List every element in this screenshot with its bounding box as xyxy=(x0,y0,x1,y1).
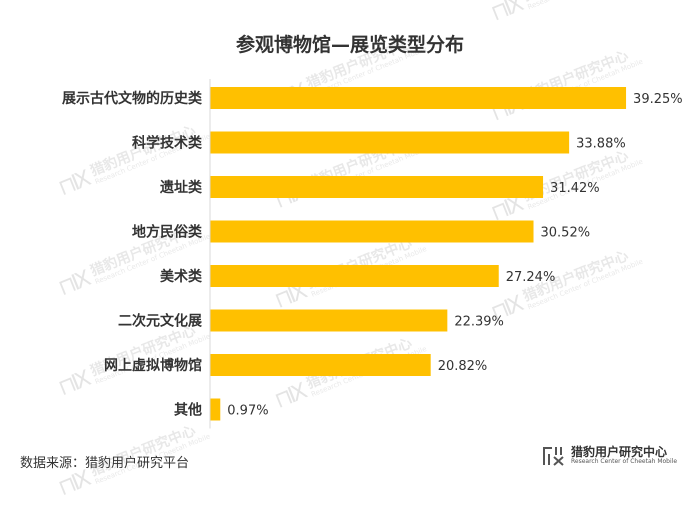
bar-chart: 展示古代文物的历史类 39.25% 科学技术类 33.88% 遗址类 31.42% 地方民俗… xyxy=(62,79,683,429)
brand-logo: 猎豹用户研究中心 Research Center of Cheetah Mobi… xyxy=(541,444,677,468)
bar xyxy=(210,309,448,332)
value-label: 27.24% xyxy=(506,270,556,285)
category-label: 科学技术类 xyxy=(132,135,203,152)
category-label: 其他 xyxy=(174,402,202,419)
bar xyxy=(210,220,534,243)
category-label: 美术类 xyxy=(160,268,203,285)
watermark-logo-icon: ⊓IX xyxy=(55,467,92,502)
logo-english-name: Research Center of Cheetah Mobile xyxy=(571,458,678,466)
value-label: 0.97% xyxy=(227,404,268,419)
data-source-note: 数据来源：猎豹用户研究平台 xyxy=(20,456,190,471)
category-label: 二次元文化展 xyxy=(118,313,202,330)
logo-chinese-name: 猎豹用户研究中心 xyxy=(571,444,668,459)
bar xyxy=(210,87,627,109)
bar xyxy=(210,176,544,198)
value-label: 30.52% xyxy=(541,226,591,241)
category-label: 地方民俗类 xyxy=(132,224,203,241)
value-label: 31.42% xyxy=(550,181,600,196)
bar xyxy=(210,398,221,421)
bar xyxy=(210,265,499,287)
bar xyxy=(210,131,570,154)
chart-title: 参观博物馆—展览类型分布 xyxy=(235,34,464,56)
category-label: 展示古代文物的历史类 xyxy=(62,90,203,107)
value-label: 39.25% xyxy=(633,92,683,107)
value-label: 20.82% xyxy=(438,359,488,374)
category-label: 遗址类 xyxy=(159,179,203,196)
logo-icon xyxy=(543,447,564,466)
bar xyxy=(210,354,431,376)
value-label: 33.88% xyxy=(576,137,626,152)
category-label: 网上虚拟博物馆 xyxy=(104,357,202,374)
value-label: 22.39% xyxy=(454,315,504,330)
